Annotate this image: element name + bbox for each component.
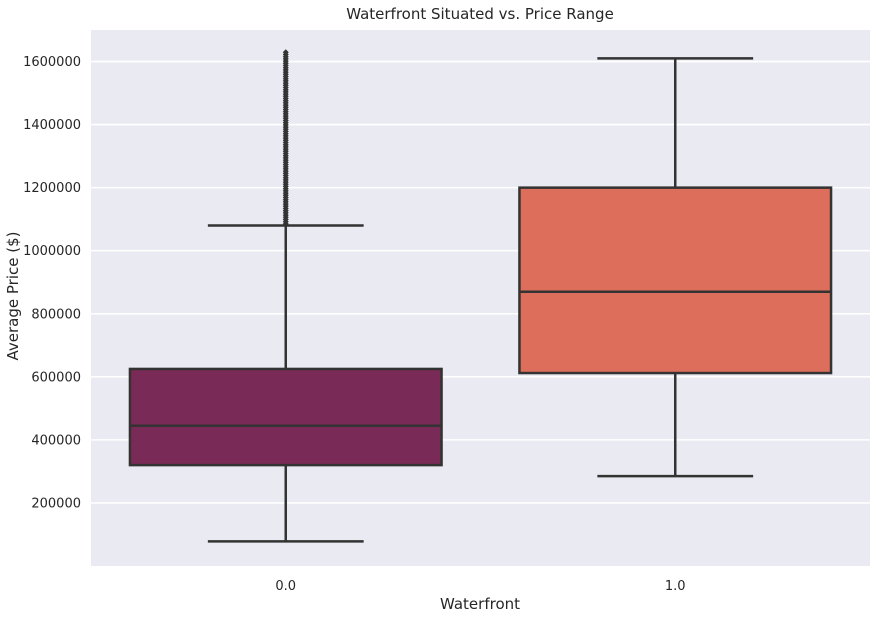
box-series — [128, 49, 833, 543]
outlier-points — [282, 49, 289, 227]
y-tick-label: 600000 — [31, 370, 81, 385]
x-tick-label: 0.0 — [275, 579, 296, 594]
y-tick-label: 800000 — [31, 307, 81, 322]
y-axis-label: Average Price ($) — [4, 232, 22, 361]
box-0-0 — [128, 49, 443, 543]
box-1-0 — [518, 57, 833, 478]
x-axis-label: Waterfront — [440, 595, 520, 613]
y-tick-label: 1000000 — [23, 244, 81, 259]
y-tick-label: 200000 — [31, 496, 81, 511]
y-tick-label: 1600000 — [23, 55, 81, 70]
y-tick-labels: 200000 400000 600000 800000 1000000 1200000 14… — [23, 55, 81, 511]
chart-title: Waterfront Situated vs. Price Range — [346, 5, 614, 23]
y-tick-label: 1200000 — [23, 181, 81, 196]
y-tick-label: 1400000 — [23, 118, 81, 133]
x-tick-label: 1.0 — [665, 579, 686, 594]
x-tick-labels: 0.0 1.0 — [275, 579, 685, 594]
y-tick-label: 400000 — [31, 433, 81, 448]
iqr-box — [128, 367, 443, 467]
iqr-box — [518, 186, 833, 375]
outlier-point — [282, 49, 289, 56]
